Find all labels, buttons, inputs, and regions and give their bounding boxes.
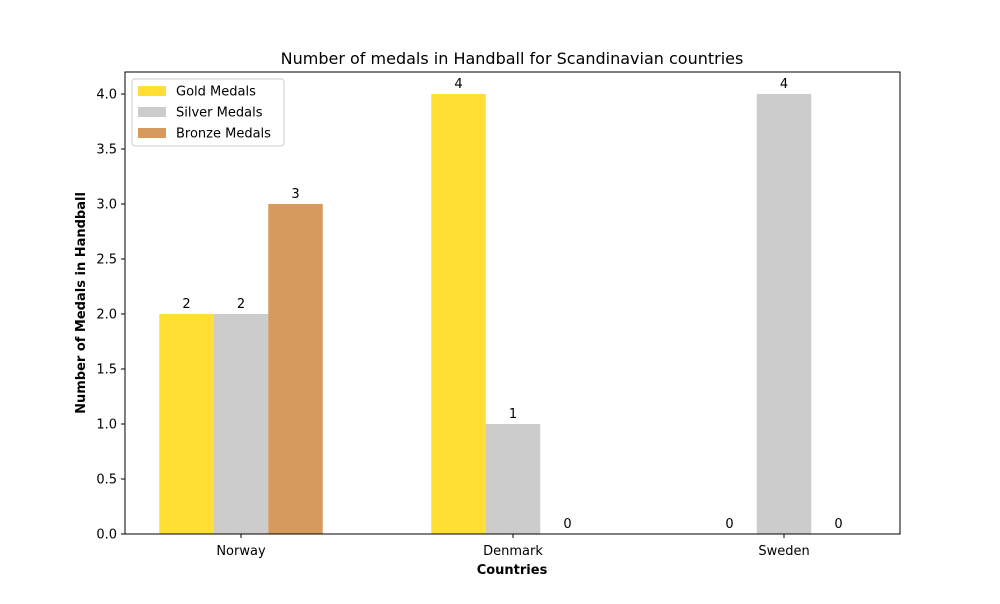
legend-swatch-silver-medals: [138, 107, 166, 117]
y-tick-label: 2.0: [96, 308, 117, 323]
data-label-norway-silver-medals: 2: [237, 297, 245, 312]
legend-swatch-bronze-medals: [138, 128, 166, 138]
bar-denmark-gold-medals: [431, 94, 486, 534]
bar-norway-silver-medals: [213, 314, 269, 534]
data-label-sweden-bronze-medals: 0: [834, 517, 842, 532]
x-tick-label-norway: Norway: [216, 544, 266, 559]
y-tick-label: 1.5: [96, 363, 117, 378]
data-label-denmark-gold-medals: 4: [454, 77, 462, 92]
x-axis-label: Countries: [477, 563, 548, 578]
data-labels-layer: 2 2 3 4 1 0 0 4 0: [182, 77, 842, 532]
legend-swatch-gold-medals: [138, 86, 166, 96]
y-axis-ticks: 0.0 0.5 1.0 1.5 2.0 2.5 3.0 3.5 4.0: [96, 88, 125, 543]
bar-norway-bronze-medals: [268, 204, 323, 534]
y-tick-label: 4.0: [96, 88, 117, 103]
data-label-norway-gold-medals: 2: [182, 297, 190, 312]
x-tick-label-sweden: Sweden: [758, 544, 809, 559]
bar-denmark-silver-medals: [485, 424, 541, 534]
legend: Gold Medals Silver Medals Bronze Medals: [131, 78, 285, 147]
chart-title: Number of medals in Handball for Scandin…: [281, 49, 744, 68]
data-label-norway-bronze-medals: 3: [291, 187, 299, 202]
legend-box: [131, 78, 285, 147]
data-label-denmark-bronze-medals: 0: [563, 517, 571, 532]
x-tick-label-denmark: Denmark: [483, 544, 543, 559]
bar-sweden-silver-medals: [756, 94, 812, 534]
y-tick-label: 3.0: [96, 198, 117, 213]
legend-label-gold-medals: Gold Medals: [176, 85, 256, 100]
data-label-sweden-silver-medals: 4: [780, 77, 788, 92]
y-tick-label: 0.0: [96, 528, 117, 543]
data-label-denmark-silver-medals: 1: [509, 407, 517, 422]
y-tick-label: 2.5: [96, 253, 117, 268]
bars-layer: [159, 94, 812, 534]
y-tick-label: 1.0: [96, 418, 117, 433]
data-label-sweden-gold-medals: 0: [725, 517, 733, 532]
x-axis-ticks: Norway Denmark Sweden: [216, 534, 810, 559]
y-tick-label: 3.5: [96, 143, 117, 158]
legend-label-bronze-medals: Bronze Medals: [176, 127, 271, 142]
y-axis-label: Number of Medals in Handball: [74, 192, 89, 414]
y-tick-label: 0.5: [96, 473, 117, 488]
legend-label-silver-medals: Silver Medals: [176, 106, 263, 121]
bar-norway-gold-medals: [159, 314, 214, 534]
